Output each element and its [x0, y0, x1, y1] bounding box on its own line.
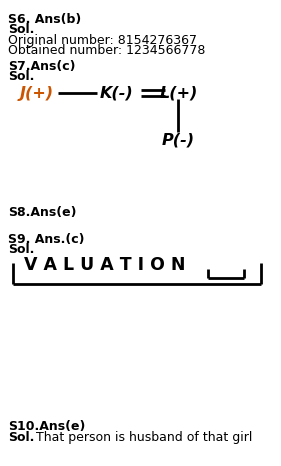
- Text: That person is husband of that girl: That person is husband of that girl: [32, 431, 253, 444]
- Text: S8.Ans(e): S8.Ans(e): [8, 206, 77, 219]
- Text: Sol.: Sol.: [8, 243, 35, 256]
- Text: P(-): P(-): [162, 132, 195, 147]
- Text: Obtained number: 1234566778: Obtained number: 1234566778: [8, 44, 206, 57]
- Text: S7.Ans(c): S7.Ans(c): [8, 60, 76, 73]
- Text: Original number: 8154276367: Original number: 8154276367: [8, 34, 198, 47]
- Text: L(+): L(+): [159, 86, 198, 101]
- Text: V A L U A T I O N: V A L U A T I O N: [24, 256, 185, 274]
- Text: S10.Ans(e): S10.Ans(e): [8, 420, 86, 433]
- Text: Sol.: Sol.: [8, 70, 35, 83]
- Text: S6. Ans(b): S6. Ans(b): [8, 13, 82, 26]
- Text: Sol.: Sol.: [8, 23, 35, 36]
- Text: Sol.: Sol.: [8, 431, 35, 444]
- Text: K(-): K(-): [100, 86, 133, 101]
- Text: J(+): J(+): [19, 86, 54, 101]
- Text: S9. Ans.(c): S9. Ans.(c): [8, 233, 85, 246]
